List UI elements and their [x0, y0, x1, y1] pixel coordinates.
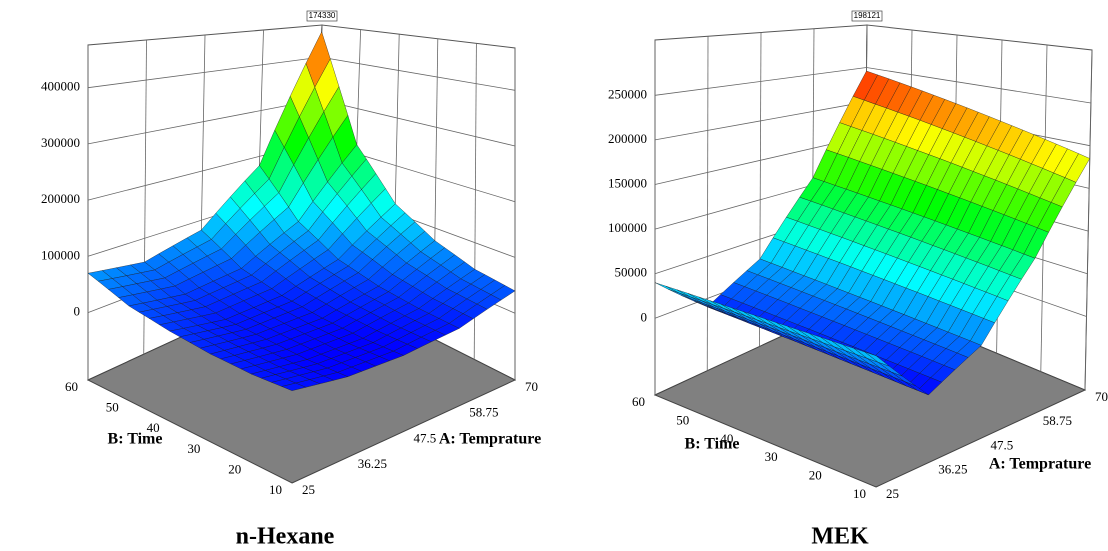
z-tick-label: 0	[641, 309, 648, 324]
y-tick-label: 40	[147, 420, 160, 435]
x-tick-label: 58.75	[469, 405, 498, 420]
annotation-box	[306, 10, 338, 22]
x-tick-label: 47.5	[414, 430, 437, 445]
y-tick-label: 60	[632, 394, 645, 409]
surface-patch	[864, 351, 890, 367]
z-tick-label: 50000	[615, 265, 648, 280]
z-tick-label: 200000	[41, 191, 80, 206]
y-tick-label: 60	[65, 379, 78, 394]
z-tick-label: 100000	[608, 220, 647, 235]
y-axis-label: B: Time	[108, 431, 163, 448]
z-tick-label: 200000	[608, 131, 647, 146]
x-tick-label: 58.75	[1043, 413, 1072, 428]
z-tick-label: 100000	[41, 247, 80, 262]
x-tick-label: 25	[302, 482, 315, 497]
x-tick-label: 25	[886, 486, 899, 501]
y-axis-label: B: Time	[685, 436, 740, 453]
z-tick-label: 300000	[41, 135, 80, 150]
y-tick-label: 20	[228, 461, 241, 476]
y-tick-label: 10	[269, 482, 282, 497]
x-tick-label: 36.25	[358, 456, 387, 471]
annotation: 198121	[854, 11, 881, 20]
x-axis-label: A: Temprature	[989, 456, 1091, 473]
y-tick-label: 50	[106, 400, 119, 415]
y-tick-label: 40	[720, 431, 733, 446]
x-tick-label: 70	[525, 379, 538, 394]
z-tick-label: 400000	[41, 79, 80, 94]
annotation-box	[851, 10, 883, 22]
y-tick-label: 30	[187, 441, 200, 456]
grid-line	[706, 36, 709, 371]
y-tick-label: 20	[809, 468, 822, 483]
x-axis-label: A: Temprature	[439, 431, 541, 448]
chart-title: MEK	[811, 524, 869, 550]
grid-line	[1084, 49, 1093, 391]
z-tick-label: 150000	[608, 175, 647, 190]
x-tick-label: 70	[1095, 389, 1108, 404]
x-tick-label: 47.5	[991, 437, 1014, 452]
z-tick-label: 0	[74, 304, 81, 319]
chart-title: n-Hexane	[236, 524, 335, 550]
y-tick-label: 50	[676, 412, 689, 427]
z-tick-label: 250000	[608, 86, 647, 101]
annotation: 174330	[309, 11, 336, 20]
x-tick-label: 36.25	[938, 462, 967, 477]
y-tick-label: 10	[853, 486, 866, 501]
surface-patch	[281, 382, 307, 391]
y-tick-label: 30	[765, 449, 778, 464]
